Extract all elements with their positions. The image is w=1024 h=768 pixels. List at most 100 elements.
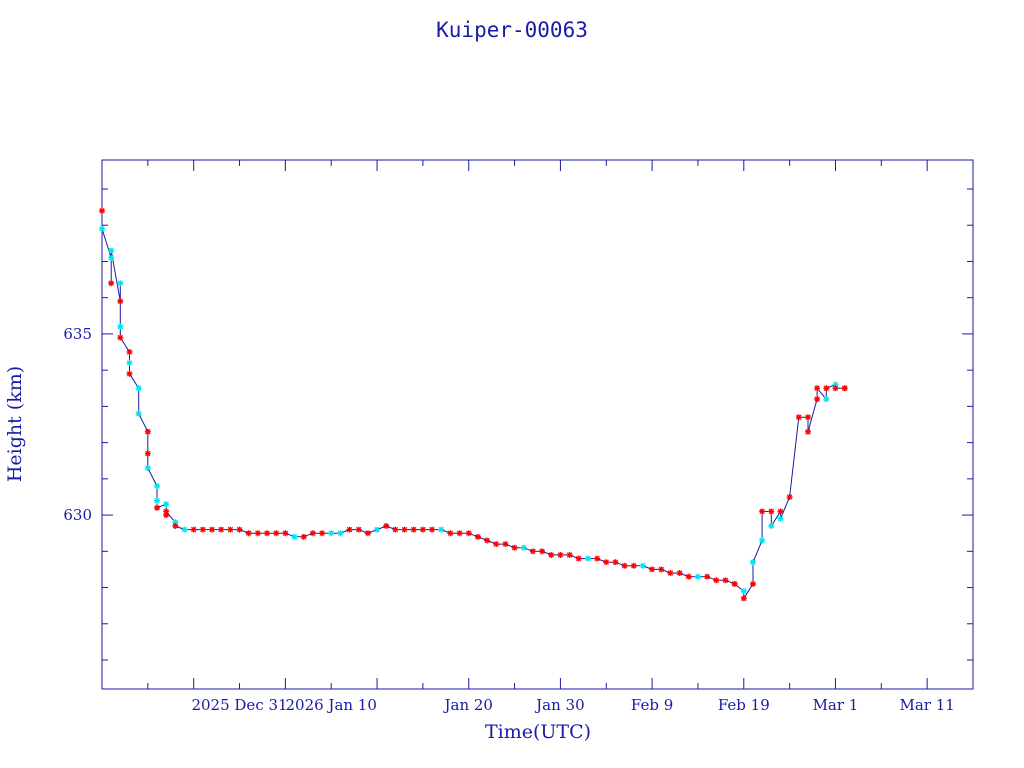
data-point	[181, 526, 188, 533]
data-point	[447, 530, 454, 537]
data-point	[566, 551, 573, 558]
data-point	[300, 533, 307, 540]
data-point	[676, 570, 683, 577]
data-point	[163, 501, 170, 508]
data-point	[172, 519, 179, 526]
data-point	[786, 493, 793, 500]
data-point	[557, 551, 564, 558]
data-point	[199, 526, 206, 533]
y-tick-label: 630	[63, 506, 92, 524]
data-point	[539, 548, 546, 555]
data-point	[99, 207, 105, 214]
data-point	[374, 526, 381, 533]
data-point	[465, 530, 472, 537]
x-tick-label: Feb 19	[718, 696, 770, 714]
data-point	[740, 595, 747, 602]
data-point	[777, 508, 784, 515]
data-point	[245, 530, 252, 537]
data-point	[474, 533, 481, 540]
data-point	[154, 497, 161, 504]
data-point	[658, 566, 665, 573]
data-point	[346, 526, 353, 533]
data-point	[759, 537, 766, 544]
data-point	[117, 280, 124, 287]
x-tick-label: 2026 Jan 10	[285, 696, 376, 714]
x-tick-label: Mar 11	[899, 696, 954, 714]
data-point	[282, 530, 289, 537]
data-point	[309, 530, 316, 537]
data-point	[639, 562, 646, 569]
data-point	[273, 530, 280, 537]
plot-frame	[101, 159, 974, 690]
data-point	[117, 334, 124, 341]
data-point	[832, 381, 839, 388]
data-point	[814, 385, 821, 392]
data-point	[749, 580, 756, 587]
data-point	[768, 508, 775, 515]
data-point	[355, 526, 362, 533]
data-point	[795, 414, 802, 421]
x-axis-title: Time(UTC)	[485, 721, 591, 743]
data-point	[456, 530, 463, 537]
data-point	[144, 450, 151, 457]
data-point	[484, 537, 491, 544]
data-point	[823, 396, 830, 403]
data-point	[694, 573, 701, 580]
data-point	[117, 323, 124, 330]
data-point	[172, 522, 179, 529]
data-point	[364, 530, 371, 537]
data-point	[429, 526, 436, 533]
chart-title: Kuiper-00063	[436, 18, 588, 42]
data-point	[99, 225, 105, 232]
y-axis-title: Height (km)	[4, 366, 26, 482]
data-point	[126, 370, 133, 377]
data-point	[218, 526, 225, 533]
data-point	[768, 522, 775, 529]
data-point	[144, 428, 151, 435]
data-point	[227, 526, 234, 533]
data-point	[621, 562, 628, 569]
data-point	[777, 515, 784, 522]
data-point	[291, 533, 298, 540]
data-point	[740, 588, 747, 595]
x-tick-label: Jan 20	[442, 696, 492, 714]
data-point	[383, 522, 390, 529]
data-point	[823, 385, 830, 392]
data-point	[713, 577, 720, 584]
data-point	[814, 396, 821, 403]
data-point	[584, 555, 591, 562]
data-point	[749, 559, 756, 566]
data-point	[804, 428, 811, 435]
y-tick-label: 635	[63, 325, 92, 343]
data-point	[154, 483, 161, 490]
data-point	[731, 580, 738, 587]
data-point	[108, 247, 115, 254]
data-point	[126, 359, 133, 366]
data-point	[117, 298, 124, 305]
data-point	[529, 548, 536, 555]
data-point	[704, 573, 711, 580]
data-point	[190, 526, 197, 533]
data-point	[667, 570, 674, 577]
data-point	[126, 349, 133, 356]
x-tick-label: Feb 9	[631, 696, 673, 714]
data-point	[144, 464, 151, 471]
data-point	[236, 526, 243, 533]
data-point	[438, 526, 445, 533]
data-point	[163, 512, 170, 519]
data-point	[319, 530, 326, 537]
x-tick-label: 2025 Dec 31	[191, 696, 287, 714]
data-point	[832, 385, 839, 392]
data-point	[520, 544, 527, 551]
data-point	[254, 530, 261, 537]
data-point	[548, 551, 555, 558]
data-point	[337, 530, 344, 537]
data-point	[135, 410, 142, 417]
data-point	[630, 562, 637, 569]
data-point	[410, 526, 417, 533]
data-point	[685, 573, 692, 580]
data-point	[511, 544, 518, 551]
data-point	[419, 526, 426, 533]
series-line	[101, 210, 845, 601]
data-point	[841, 385, 848, 392]
